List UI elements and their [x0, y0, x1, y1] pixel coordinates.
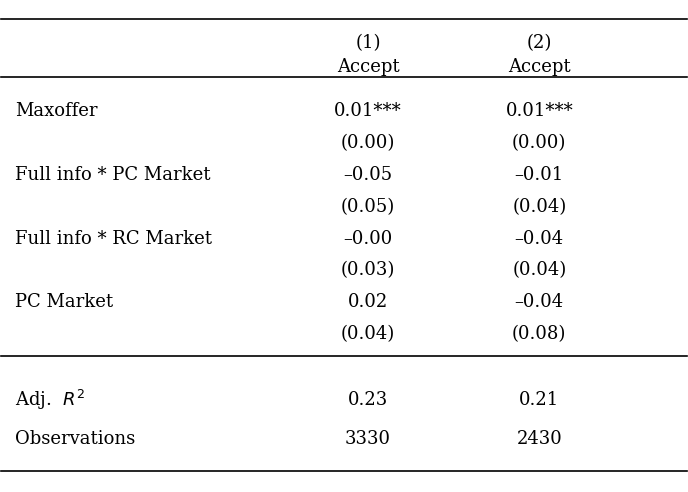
Text: Accept: Accept: [336, 59, 399, 76]
Text: (0.04): (0.04): [341, 325, 395, 343]
Text: Full info * PC Market: Full info * PC Market: [15, 166, 211, 184]
Text: –0.01: –0.01: [515, 166, 564, 184]
Text: –0.04: –0.04: [515, 293, 564, 311]
Text: 0.01***: 0.01***: [334, 102, 402, 121]
Text: 0.21: 0.21: [519, 391, 559, 409]
Text: 0.01***: 0.01***: [506, 102, 573, 121]
Text: PC Market: PC Market: [15, 293, 114, 311]
Text: (0.00): (0.00): [512, 134, 566, 152]
Text: Adj.  $R^2$: Adj. $R^2$: [15, 388, 85, 412]
Text: (0.08): (0.08): [512, 325, 566, 343]
Text: Full info * RC Market: Full info * RC Market: [15, 230, 212, 247]
Text: (0.05): (0.05): [341, 198, 395, 216]
Text: 0.23: 0.23: [348, 391, 388, 409]
Text: (0.00): (0.00): [341, 134, 395, 152]
Text: (1): (1): [355, 34, 380, 52]
Text: (0.04): (0.04): [512, 198, 566, 216]
Text: 0.02: 0.02: [348, 293, 388, 311]
Text: (0.03): (0.03): [341, 261, 395, 279]
Text: –0.00: –0.00: [343, 230, 393, 247]
Text: (2): (2): [526, 34, 552, 52]
Text: 2430: 2430: [517, 430, 562, 448]
Text: –0.04: –0.04: [515, 230, 564, 247]
Text: 3330: 3330: [345, 430, 391, 448]
Text: (0.04): (0.04): [512, 261, 566, 279]
Text: Accept: Accept: [508, 59, 570, 76]
Text: Maxoffer: Maxoffer: [15, 102, 98, 121]
Text: –0.05: –0.05: [343, 166, 393, 184]
Text: Observations: Observations: [15, 430, 136, 448]
